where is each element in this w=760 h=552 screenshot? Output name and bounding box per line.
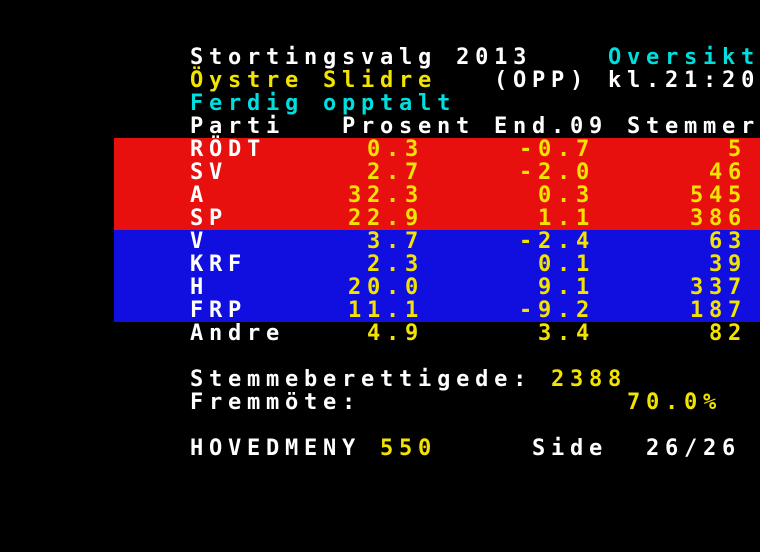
table-row-party: SP xyxy=(190,206,229,231)
table-row-prosent: 32.3 xyxy=(347,183,424,208)
table-row-prosent: 22.9 xyxy=(347,206,424,231)
table-row-party: SV xyxy=(190,160,229,185)
main-menu-label[interactable]: HOVEDMENY xyxy=(190,436,362,461)
table-row-end09: 0.3 xyxy=(537,183,595,208)
column-header-stemmer: Stemmer xyxy=(627,114,760,139)
column-header-parti: Parti xyxy=(190,114,286,139)
table-row-party: KRF xyxy=(190,252,248,277)
table-row-stemmer: 5 xyxy=(727,137,747,162)
table-row-prosent: 0.3 xyxy=(366,137,424,162)
table-row-party: H xyxy=(190,275,210,300)
table-row-stemmer: 82 xyxy=(708,321,747,346)
table-row-party: A xyxy=(190,183,210,208)
table-row-stemmer: 386 xyxy=(689,206,747,231)
table-row-stemmer: 545 xyxy=(689,183,747,208)
eligible-voters-value: 2388 xyxy=(551,367,628,392)
table-row-end09: 3.4 xyxy=(537,321,595,346)
table-row-stemmer: 46 xyxy=(708,160,747,185)
table-row-prosent: 3.7 xyxy=(366,229,424,254)
turnout-value: 70.0% xyxy=(627,390,723,415)
table-row-stemmer: 39 xyxy=(708,252,747,277)
table-row-party: FRP xyxy=(190,298,248,323)
main-menu-page-number[interactable]: 550 xyxy=(380,436,438,461)
table-row-party: V xyxy=(190,229,210,254)
table-row-end09: 0.1 xyxy=(537,252,595,277)
red-bloc-background xyxy=(114,138,760,230)
column-header-end09: End.09 xyxy=(494,114,609,139)
table-row-party: Andre xyxy=(190,321,286,346)
table-row-prosent: 2.7 xyxy=(366,160,424,185)
table-row-prosent: 11.1 xyxy=(347,298,424,323)
table-row-prosent: 4.9 xyxy=(366,321,424,346)
table-row-end09: -2.0 xyxy=(518,160,595,185)
blue-bloc-background xyxy=(114,230,760,322)
status-time: (OPP) kl.21:20 xyxy=(494,68,760,93)
column-header-prosent: Prosent xyxy=(342,114,476,139)
table-row-stemmer: 337 xyxy=(689,275,747,300)
table-row-stemmer: 187 xyxy=(689,298,747,323)
municipality-name: Öystre Slidre xyxy=(190,68,438,93)
overview-label: Oversikt xyxy=(608,45,760,70)
table-row-end09: 1.1 xyxy=(537,206,595,231)
turnout-label: Fremmöte: xyxy=(190,390,362,415)
page-title: Stortingsvalg 2013 xyxy=(190,45,533,70)
table-row-end09: -9.2 xyxy=(518,298,595,323)
table-row-end09: -0.7 xyxy=(518,137,595,162)
table-row-party: RÖDT xyxy=(190,137,267,162)
table-row-stemmer: 63 xyxy=(708,229,747,254)
table-row-prosent: 2.3 xyxy=(366,252,424,277)
page-indicator: 26/26 xyxy=(646,436,742,461)
side-label: Side xyxy=(532,436,609,461)
table-row-end09: 9.1 xyxy=(537,275,595,300)
count-status: Ferdig opptalt xyxy=(190,91,457,116)
table-row-end09: -2.4 xyxy=(518,229,595,254)
eligible-voters-label: Stemmeberettigede: xyxy=(190,367,533,392)
table-row-prosent: 20.0 xyxy=(347,275,424,300)
